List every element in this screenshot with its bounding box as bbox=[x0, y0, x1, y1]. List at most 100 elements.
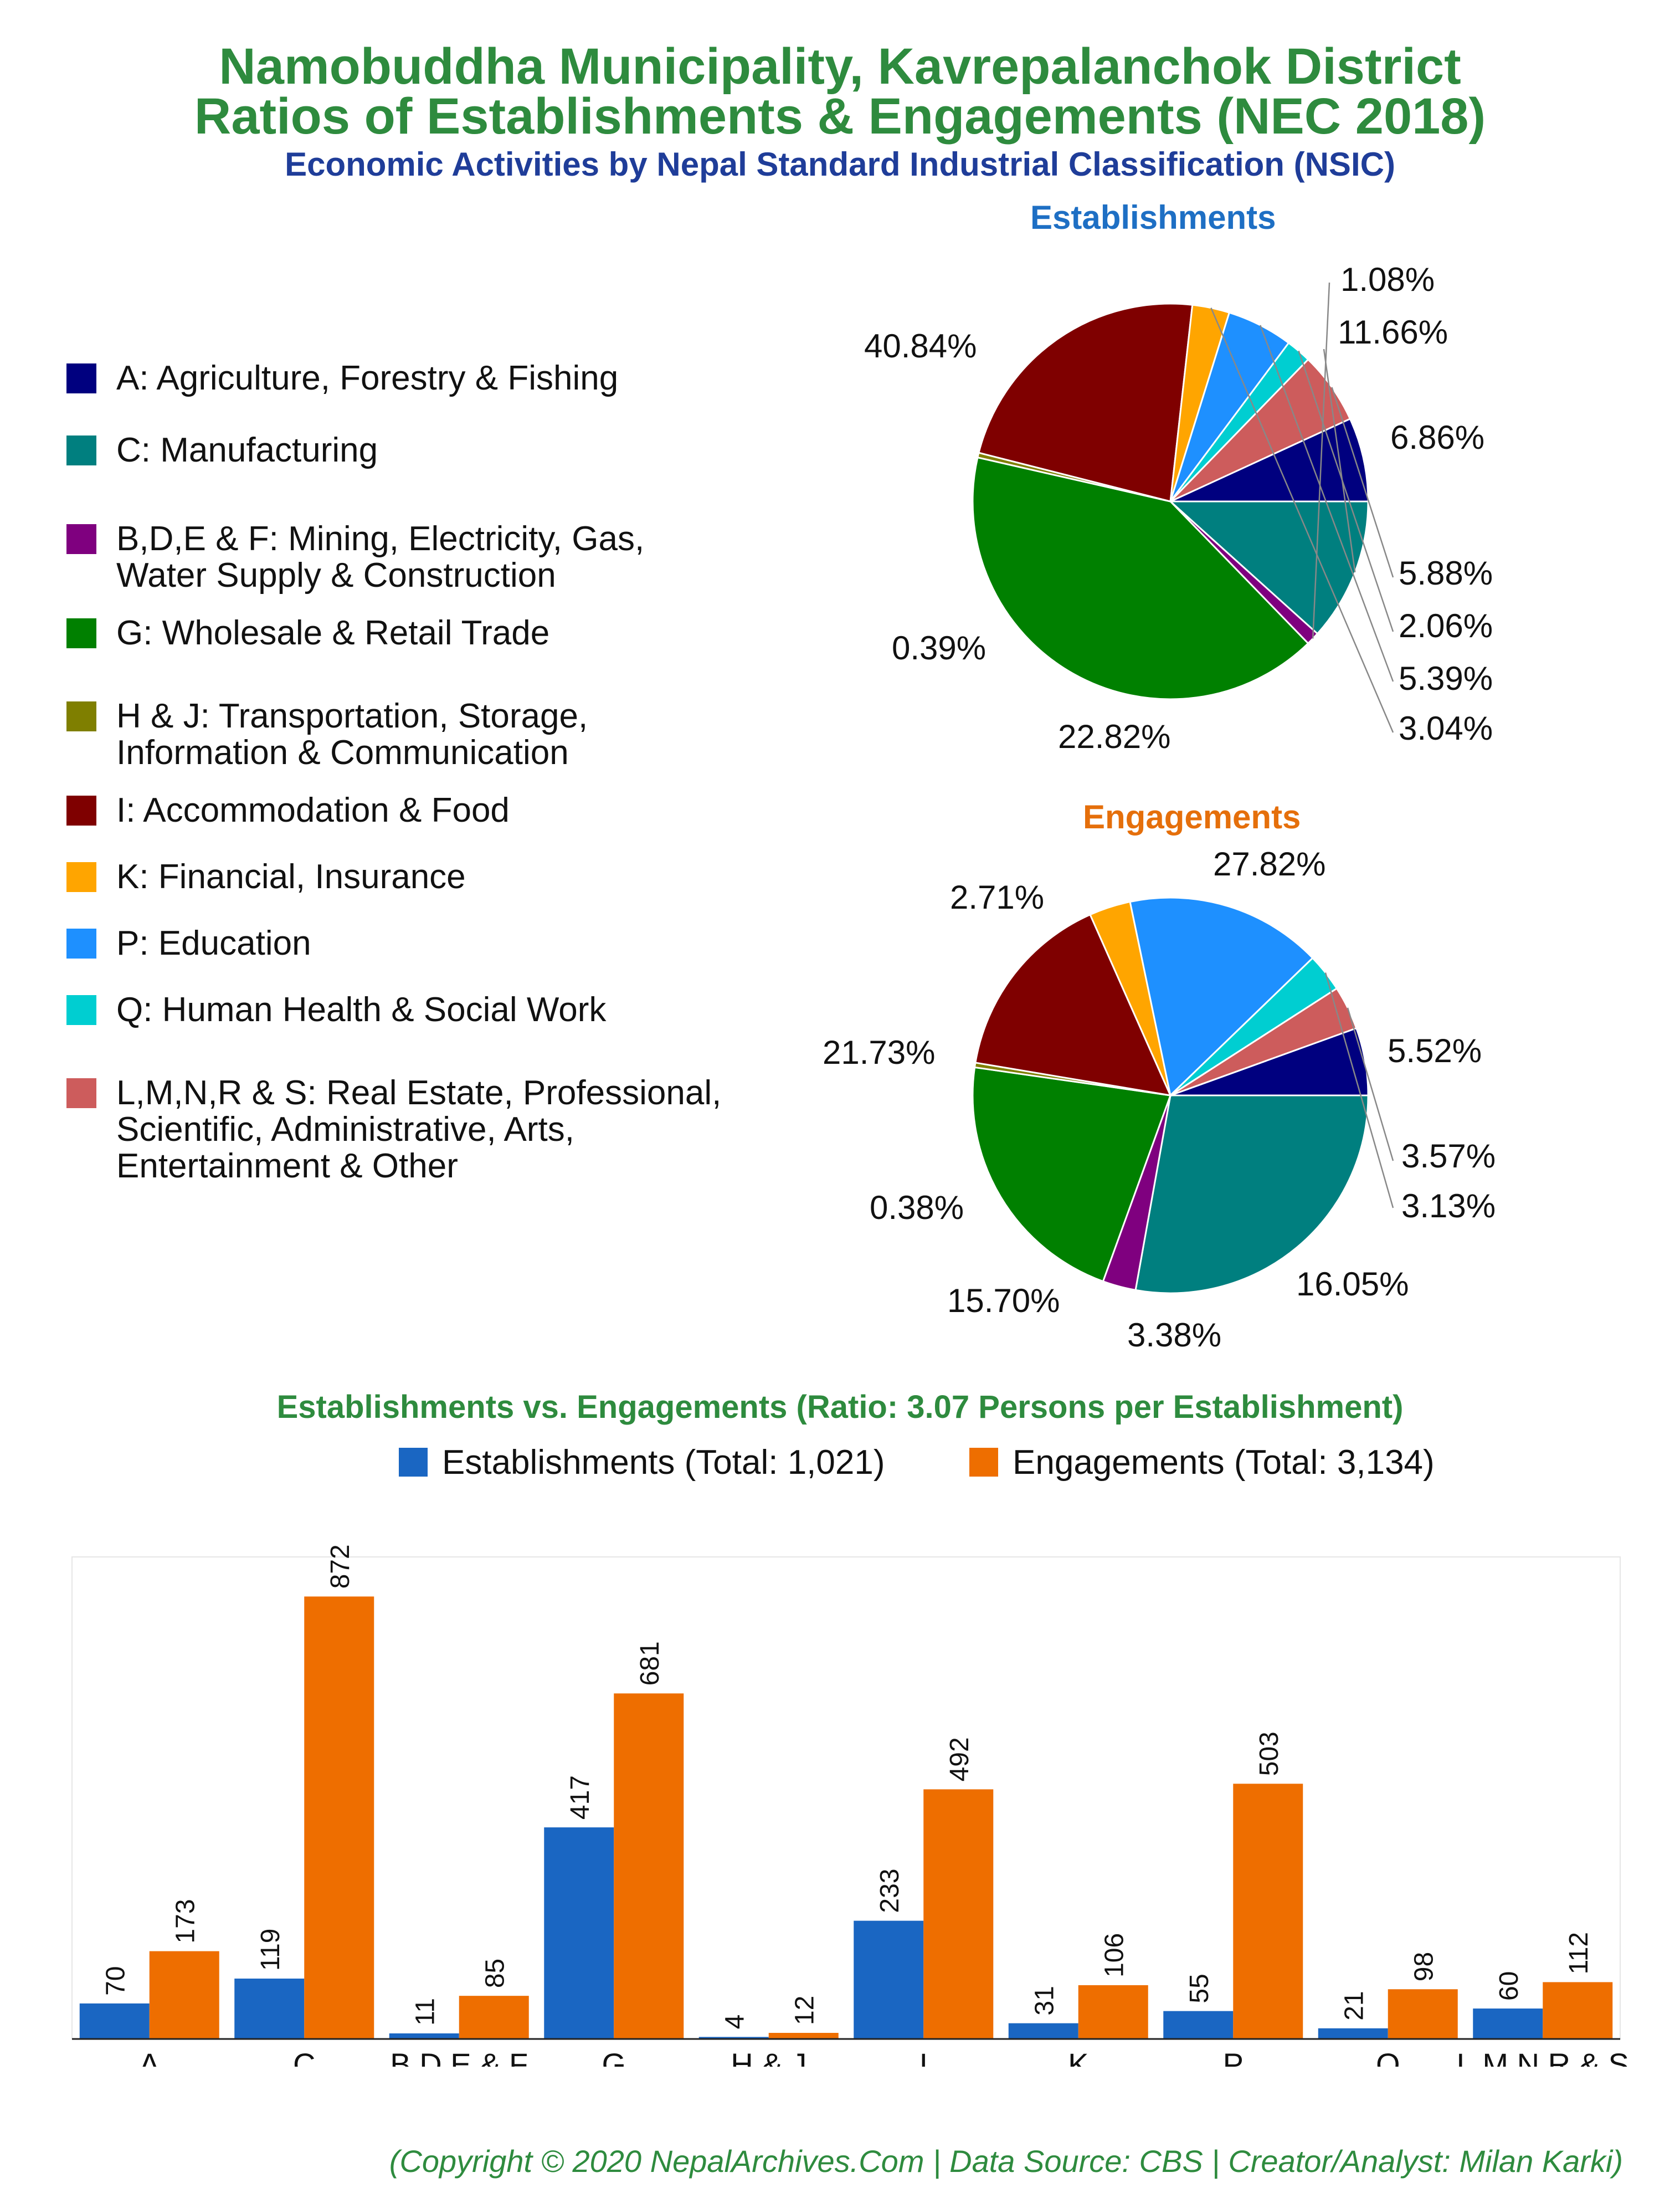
legend-swatch bbox=[66, 1078, 96, 1108]
pie-value-label-k: 3.38% bbox=[1127, 1316, 1221, 1354]
copyright-note: (Copyright © 2020 NepalArchives.Com | Da… bbox=[389, 2144, 1623, 2179]
x-tick-label-q: Q bbox=[1376, 2047, 1400, 2067]
bar-value-label-engagements-l-m-n-r-s: 112 bbox=[1564, 1932, 1594, 1975]
bar-value-label-establishments-i: 233 bbox=[875, 1869, 905, 1913]
bar-value-label-engagements-b-d-e-f: 85 bbox=[481, 1959, 510, 1988]
bar-value-label-establishments-g: 417 bbox=[566, 1775, 595, 1820]
chart-title-line2: Ratios of Establishments & Engagements (… bbox=[194, 88, 1486, 145]
bar-establishments-b-d-e-f bbox=[389, 2033, 459, 2039]
legend-swatch bbox=[66, 929, 96, 959]
bar-value-label-engagements-c: 872 bbox=[326, 1544, 355, 1589]
bar-value-label-engagements-g: 681 bbox=[635, 1641, 665, 1685]
pie-slice-i bbox=[978, 303, 1194, 503]
pie-slice-g bbox=[972, 1066, 1172, 1283]
bar-value-label-establishments-a: 70 bbox=[101, 1966, 131, 1996]
pie-leader-line bbox=[1347, 1007, 1394, 1161]
pie-value-label-bdef: 2.71% bbox=[950, 879, 1044, 916]
bar-establishments-q bbox=[1318, 2028, 1388, 2039]
bar-value-label-establishments-q: 21 bbox=[1340, 1991, 1369, 2020]
pie-value-label-k: 3.04% bbox=[1399, 710, 1493, 747]
pie-value-label-g: 40.84% bbox=[864, 327, 977, 365]
pie-slices bbox=[972, 896, 1369, 1294]
pie-value-label-i: 22.82% bbox=[1058, 718, 1171, 755]
pie-value-label-g: 21.73% bbox=[823, 1034, 936, 1071]
legend-swatch bbox=[66, 701, 96, 731]
bar-value-label-establishments-k: 31 bbox=[1030, 1986, 1060, 2015]
legend-label: B,D,E & F: Mining, Electricity, Gas, Wat… bbox=[116, 520, 645, 595]
legend-label: K: Financial, Insurance bbox=[116, 858, 466, 896]
establishments-legend-label: Establishments (Total: 1,021) bbox=[442, 1443, 885, 1482]
x-tick-label-l-m-n-r-s: L,M,N,R & S bbox=[1457, 2047, 1629, 2067]
pie-value-label-lmnrs: 3.57% bbox=[1401, 1138, 1496, 1175]
bar-value-label-establishments-l-m-n-r-s: 60 bbox=[1494, 1971, 1524, 2001]
pie-value-label-hj: 0.39% bbox=[892, 629, 986, 667]
bar-value-label-engagements-p: 503 bbox=[1255, 1731, 1284, 1776]
bar-value-label-engagements-a: 173 bbox=[171, 1899, 201, 1943]
pie-value-label-q: 3.13% bbox=[1401, 1187, 1496, 1224]
legend-swatch bbox=[66, 363, 96, 393]
engagements-pie-chart: 5.52% 27.82% 2.71% 21.73% 0.38% 15.70% 3.38% 16… bbox=[823, 846, 1496, 1354]
bar-value-label-establishments-p: 55 bbox=[1185, 1974, 1214, 2003]
legend-label: Q: Human Health & Social Work bbox=[116, 991, 607, 1029]
bar-value-label-engagements-i: 492 bbox=[945, 1737, 974, 1781]
bar-value-label-establishments-b-d-e-f: 11 bbox=[411, 1998, 440, 2026]
bar-engagements-b-d-e-f bbox=[459, 1996, 529, 2039]
legend-swatch bbox=[66, 862, 96, 892]
establishments-pie-title: Establishments bbox=[1030, 199, 1276, 236]
bar-value-label-establishments-h-j: 4 bbox=[721, 2015, 750, 2030]
pie-value-label-a: 6.86% bbox=[1390, 419, 1484, 456]
bar-engagements-i bbox=[923, 1789, 994, 2039]
x-tick-label-k: K bbox=[1068, 2047, 1088, 2067]
legend-label: I: Accommodation & Food bbox=[116, 791, 510, 829]
bar-establishments-a bbox=[79, 2003, 150, 2039]
bar-engagements-a bbox=[149, 1951, 219, 2039]
pie-leader-line bbox=[1324, 972, 1394, 1208]
legend-swatch bbox=[66, 796, 96, 826]
bar-establishments-i bbox=[854, 1920, 924, 2039]
bar-engagements-l-m-n-r-s bbox=[1543, 1982, 1613, 2039]
bar-value-label-engagements-q: 98 bbox=[1410, 1952, 1439, 1981]
x-tick-label-c: C bbox=[293, 2047, 315, 2067]
bar-value-label-engagements-h-j: 12 bbox=[790, 1996, 820, 2025]
engagements-pie-title: Engagements bbox=[1083, 798, 1301, 836]
x-tick-label-g: G bbox=[602, 2047, 626, 2067]
pie-leader-line bbox=[1260, 325, 1394, 682]
x-tick-label-h-j: H & J bbox=[731, 2047, 806, 2067]
bar-value-label-establishments-c: 119 bbox=[256, 1928, 285, 1971]
pie-value-label-i: 15.70% bbox=[947, 1282, 1060, 1319]
pie-value-label-hj: 0.38% bbox=[870, 1189, 964, 1226]
bar-engagements-h-j bbox=[768, 2033, 839, 2039]
legend-swatch bbox=[66, 435, 96, 465]
pie-slice-g bbox=[972, 456, 1309, 700]
establishments-legend-swatch bbox=[399, 1448, 428, 1477]
pie-slice-i bbox=[974, 913, 1172, 1096]
bars bbox=[79, 1596, 1613, 2039]
legend-label: L,M,N,R & S: Real Estate, Professional, … bbox=[116, 1074, 722, 1185]
bar-engagements-g bbox=[614, 1693, 684, 2039]
engagements-legend-swatch bbox=[969, 1448, 998, 1477]
pie-value-label-c: 11.66% bbox=[1338, 314, 1448, 351]
x-tick-label-b-d-e-f: B,D,E & F bbox=[390, 2047, 528, 2067]
engagements-legend-label: Engagements (Total: 3,134) bbox=[1013, 1443, 1435, 1482]
bar-establishments-l-m-n-r-s bbox=[1473, 2008, 1543, 2039]
bar-engagements-k bbox=[1078, 1985, 1148, 2039]
legend-label: G: Wholesale & Retail Trade bbox=[116, 614, 550, 652]
chart-subtitle: Economic Activities by Nepal Standard In… bbox=[285, 146, 1395, 183]
bar-engagements-c bbox=[304, 1596, 374, 2039]
bar-engagements-q bbox=[1388, 1989, 1458, 2039]
pie-value-label-bdef: 1.08% bbox=[1340, 261, 1435, 298]
pie-value-label-a: 5.52% bbox=[1388, 1032, 1482, 1069]
establishments-pie-chart: 6.86% 11.66% 1.08% 40.84% 0.39% 22.82% 3.04% 5.… bbox=[864, 261, 1493, 755]
x-tick-label-p: P bbox=[1223, 2047, 1244, 2067]
x-tick-label-a: A bbox=[139, 2047, 160, 2067]
bar-value-label-engagements-k: 106 bbox=[1100, 1933, 1129, 1977]
legend-label: H & J: Transportation, Storage, Informat… bbox=[116, 697, 588, 772]
pie-leader-line bbox=[1210, 308, 1394, 733]
bar-chart-title: Establishments vs. Engagements (Ratio: 3… bbox=[276, 1389, 1404, 1425]
pie-leader-line bbox=[1331, 387, 1394, 578]
bar-chart: 70 173 A 119 872 C 11 85 B,D,E & F 417 681 G 4 12 H & … bbox=[71, 1544, 1629, 2067]
bar-establishments-h-j bbox=[698, 2037, 769, 2039]
pie-slice-c bbox=[1134, 1094, 1369, 1294]
pie-value-label-lmnrs: 5.88% bbox=[1399, 555, 1493, 592]
legend-label: P: Education bbox=[116, 924, 311, 962]
